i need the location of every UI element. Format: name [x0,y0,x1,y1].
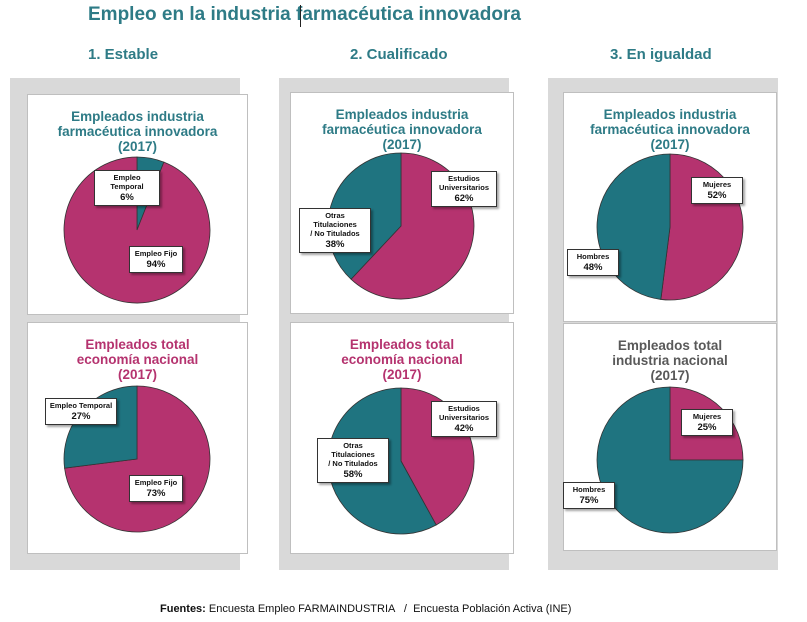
sources-footnote: Fuentes: Encuesta Empleo FARMAINDUSTRIA … [160,603,571,615]
slice-data-label: Empleo Fijo 94% [129,246,183,273]
slice-data-label: Mujeres 52% [691,177,743,204]
chart-card-6: Empleados total industria nacional (2017) M… [563,323,777,551]
slice-label-name: Otras Titulaciones [331,441,375,459]
slice-label-name: Universitarios [438,413,490,422]
slice-label-percent: 73% [146,488,166,499]
chart-title: Empleados industria farmacéutica innovado… [28,109,247,154]
slice-label-percent: 38% [325,239,345,250]
slice-label-name: Empleo Fijo [134,478,178,487]
chart-title-line: economía nacional [341,352,463,367]
slice-label-name: Estudios [448,174,480,183]
slice-label-percent: 62% [454,193,474,204]
slice-label-percent: 52% [707,190,727,201]
chart-title-line: (2017) [117,139,158,154]
page-title: Empleo en la industria farmacéutica inno… [88,4,521,25]
slice-data-label: Estudios Universitarios 62% [431,171,497,207]
pie-slice-2 [596,153,671,300]
sources-text: Encuesta Empleo FARMAINDUSTRIA / Encuest… [205,603,572,615]
slice-label-name: Hombres [572,485,606,494]
slice-label-name: / No Titulados [310,229,360,238]
slice-data-label: Mujeres 25% [681,409,733,436]
slice-label-name: Mujeres [702,180,732,189]
slice-label-name: Empleo Temporal [49,401,113,410]
chart-title: Empleados total economía nacional (2017) [291,337,513,382]
chart-title-line: (2017) [382,367,422,382]
slice-label-percent: 27% [71,411,91,422]
slice-label-percent: 48% [583,262,603,273]
slice-data-label: Estudios Universitarios 42% [431,401,497,437]
chart-card-4: Empleados total economía nacional (2017) Es… [290,322,514,554]
slice-label-name: Empleo Temporal [110,173,144,191]
column-heading-estable: 1. Estable [88,46,159,63]
chart-card-3: Empleados industria farmacéutica innovado… [290,92,514,314]
slice-data-label: Empleo Fijo 73% [129,475,183,502]
pie-slice-1 [660,153,744,301]
pie-chart [596,153,744,301]
chart-card-5: Empleados industria farmacéutica innovado… [563,92,777,322]
slice-data-label: Hombres 48% [567,249,619,276]
chart-title-line: Empleados total [349,337,455,352]
chart-title-line: farmacéutica innovadora [57,124,218,139]
pie-chart [596,386,744,534]
slice-label-name: Empleo Fijo [134,249,178,258]
slice-data-label: Hombres 75% [563,482,615,509]
sources-label: Fuentes: [160,603,206,615]
slice-label-percent: 6% [120,192,134,203]
slice-label-name: / No Titulados [328,459,378,468]
slice-label-percent: 58% [343,469,363,480]
slice-data-label: Empleo Temporal 6% [94,170,160,206]
chart-title-line: (2017) [650,137,690,152]
slice-label-name: Hombres [576,252,610,261]
chart-title-line: Empleados total [85,337,190,352]
slice-label-name: Otras Titulaciones [313,211,357,229]
chart-card-2: Empleados total economía nacional (2017) Em… [27,322,248,554]
chart-title-line: (2017) [117,367,158,382]
slice-data-label: Otras Titulaciones / No Titulados 38% [299,208,371,253]
chart-title: Empleados total industria nacional (2017) [564,338,776,383]
chart-title: Empleados industria farmacéutica innovado… [291,107,513,152]
pie-slice-2 [596,386,744,534]
chart-title: Empleados industria farmacéutica innovado… [564,107,776,152]
chart-title-line: Empleados industria [335,107,469,122]
chart-title-line: industria nacional [612,353,728,368]
column-heading-cualificado: 2. Cualificado [350,46,448,63]
slice-label-name: Mujeres [692,412,722,421]
slice-data-label: Otras Titulaciones / No Titulados 58% [317,438,389,483]
chart-title-line: (2017) [382,137,422,152]
chart-title-line: Empleados industria [71,109,204,124]
chart-card-1: Empleados industria farmacéutica innovado… [27,94,248,315]
chart-title-line: economía nacional [76,352,199,367]
slice-label-percent: 25% [697,422,717,433]
text-cursor [300,5,301,27]
chart-title-line: farmacéutica innovadora [590,122,750,137]
slice-label-percent: 42% [454,423,474,434]
slice-data-label: Empleo Temporal 27% [45,398,117,425]
slice-label-name: Universitarios [438,183,490,192]
chart-title: Empleados total economía nacional (2017) [28,337,247,382]
chart-title-line: Empleados industria [603,107,737,122]
slice-label-name: Estudios [448,404,480,413]
chart-title-line: farmacéutica innovadora [322,122,482,137]
slice-label-percent: 94% [146,259,166,270]
column-heading-igualdad: 3. En igualdad [610,46,712,63]
chart-title-line: Empleados total [617,338,723,353]
slice-label-percent: 75% [579,495,599,506]
chart-title-line: (2017) [650,368,690,383]
